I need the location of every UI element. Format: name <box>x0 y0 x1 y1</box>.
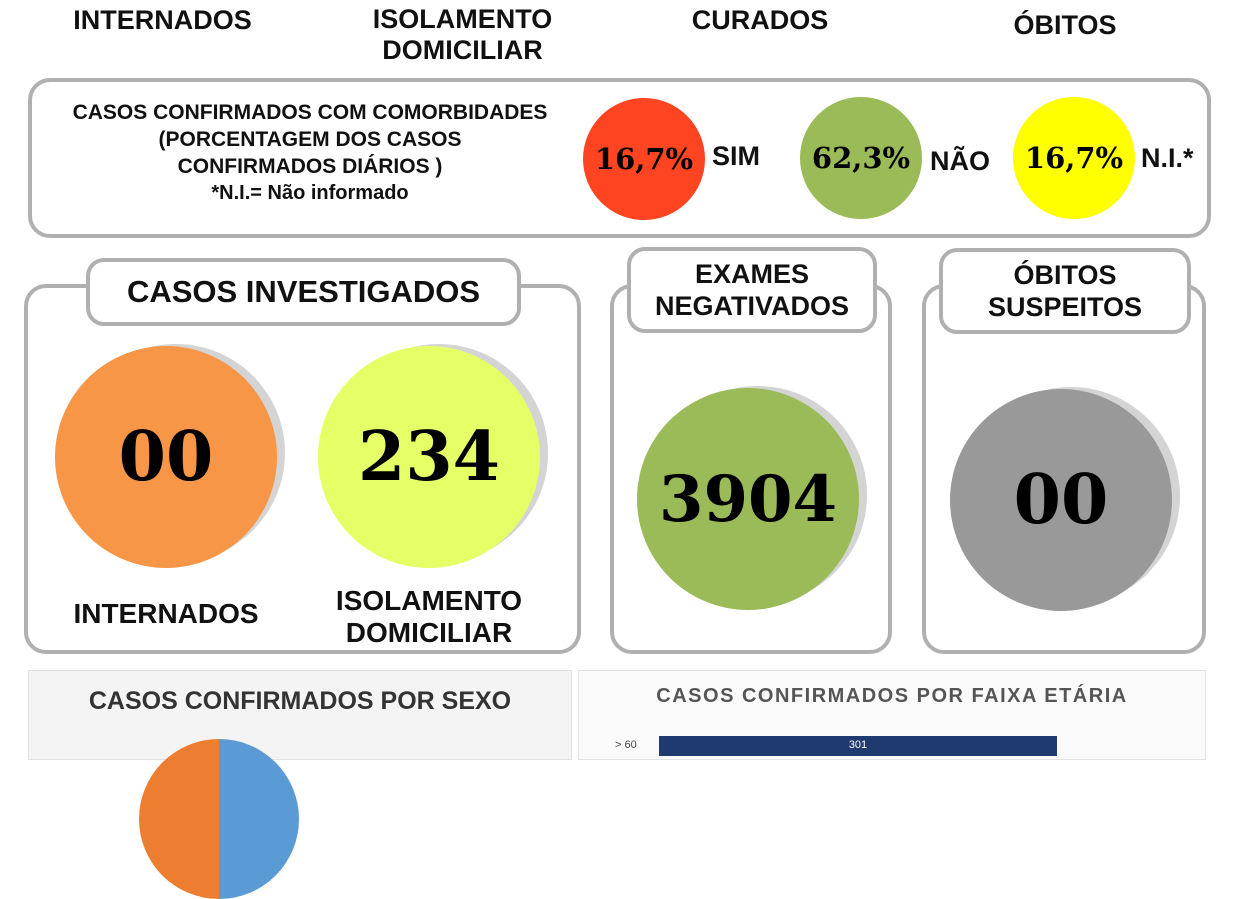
comorbidade-ni-label: N.I.* <box>1141 143 1194 173</box>
comorbidade-sim-value: 16,7% <box>594 142 694 176</box>
obitos-suspeitos-title-line2: SUSPEITOS <box>987 292 1143 322</box>
isolamento-value: 234 <box>358 417 500 497</box>
header-isolamento: ISOLAMENTO DOMICILIAR <box>372 4 553 65</box>
faixa-panel-title: CASOS CONFIRMADOS POR FAIXA ETÁRIA <box>656 685 1128 707</box>
internados-value: 00 <box>118 417 214 497</box>
sexo-pie-chart <box>139 739 299 899</box>
comorbidade-nao-label: NÃO <box>930 146 990 176</box>
comorbidades-title: CASOS CONFIRMADOS COM COMORBIDADES (PORC… <box>35 99 585 207</box>
comorbidade-nao-value: 62,3% <box>811 141 911 175</box>
comorbidade-ni-value: 16,7% <box>1024 141 1124 175</box>
isolamento-label-line2: DOMICILIAR <box>345 617 513 648</box>
investigados-title: CASOS INVESTIGADOS <box>86 258 521 326</box>
comorbidade-sim-circle: 16,7% <box>583 98 705 220</box>
negativados-value: 3904 <box>658 461 838 537</box>
comorbidades-title-line1: CASOS CONFIRMADOS COM COMORBIDADES <box>72 101 548 124</box>
sexo-panel-title: CASOS CONFIRMADOS POR SEXO <box>88 687 512 715</box>
obitos-suspeitos-title: ÓBITOS SUSPEITOS <box>939 248 1191 334</box>
header-obitos: ÓBITOS <box>1013 10 1117 40</box>
faixa-bar: 301 <box>659 736 1057 756</box>
internados-circle: 00 <box>55 346 277 568</box>
header-internados: INTERNADOS <box>73 5 252 35</box>
comorbidades-note: *N.I.= Não informado <box>211 182 409 204</box>
isolamento-circle: 234 <box>318 346 540 568</box>
internados-label: INTERNADOS <box>73 598 259 629</box>
obitos-suspeitos-circle: 00 <box>950 389 1172 611</box>
comorbidade-sim-label: SIM <box>712 141 761 171</box>
obitos-suspeitos-value: 00 <box>1013 460 1109 540</box>
isolamento-label: ISOLAMENTO DOMICILIAR <box>300 585 558 649</box>
comorbidades-title-line3: CONFIRMADOS DIÁRIOS ) <box>177 155 443 178</box>
negativados-title: EXAMES NEGATIVADOS <box>627 247 877 333</box>
isolamento-label-line1: ISOLAMENTO <box>335 585 523 616</box>
obitos-suspeitos-title-line1: ÓBITOS <box>1013 260 1117 290</box>
sexo-panel: CASOS CONFIRMADOS POR SEXO <box>28 670 572 899</box>
comorbidade-ni-circle: 16,7% <box>1013 97 1135 219</box>
faixa-panel: CASOS CONFIRMADOS POR FAIXA ETÁRIA > 60 … <box>578 670 1206 760</box>
negativados-title-line1: EXAMES <box>694 259 810 289</box>
negativados-circle: 3904 <box>637 388 859 610</box>
faixa-bar-value: 301 <box>848 739 868 751</box>
comorbidade-nao-circle: 62,3% <box>800 97 922 219</box>
header-curados: CURADOS <box>691 5 829 35</box>
comorbidades-title-line2: (PORCENTAGEM DOS CASOS <box>158 128 462 151</box>
faixa-row-label: > 60 <box>615 739 637 751</box>
negativados-title-line2: NEGATIVADOS <box>654 291 849 321</box>
